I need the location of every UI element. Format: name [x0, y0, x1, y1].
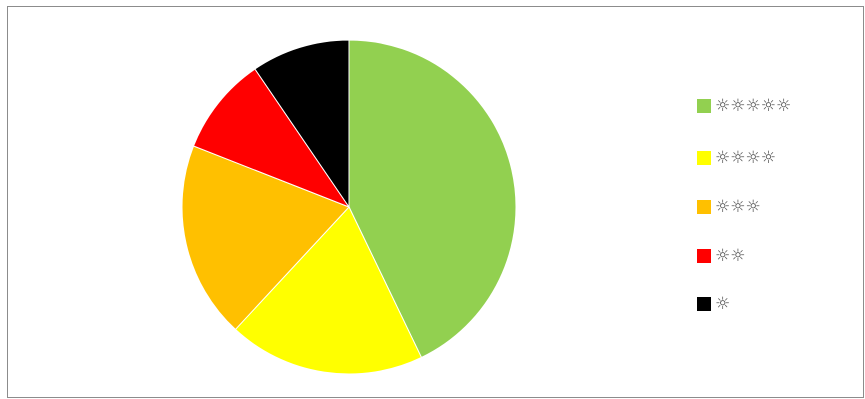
pie-slice-1 — [234, 206, 423, 375]
pie-slice-0 — [348, 39, 517, 359]
legend-label-2: ☼☼☼ — [715, 197, 761, 217]
legend-label-0: ☼☼☼☼☼ — [715, 96, 792, 116]
legend-swatch-4 — [697, 297, 711, 311]
legend-item-0: ☼☼☼☼☼ — [697, 95, 791, 117]
legend-swatch-1 — [697, 151, 711, 165]
pie-slice-2 — [181, 145, 350, 331]
legend-label-3: ☼☼ — [715, 246, 746, 266]
legend-item-2: ☼☼☼ — [697, 196, 761, 218]
legend-swatch-2 — [697, 200, 711, 214]
legend-item-3: ☼☼ — [697, 245, 745, 267]
legend-label-1: ☼☼☼☼ — [715, 148, 776, 168]
pie-slice-4 — [254, 39, 350, 209]
legend-item-1: ☼☼☼☼ — [697, 147, 776, 169]
legend-label-4: ☼ — [715, 294, 731, 314]
legend-swatch-0 — [697, 99, 711, 113]
legend-item-4: ☼ — [697, 293, 730, 315]
legend-swatch-3 — [697, 249, 711, 263]
pie-slice-3 — [192, 68, 351, 209]
